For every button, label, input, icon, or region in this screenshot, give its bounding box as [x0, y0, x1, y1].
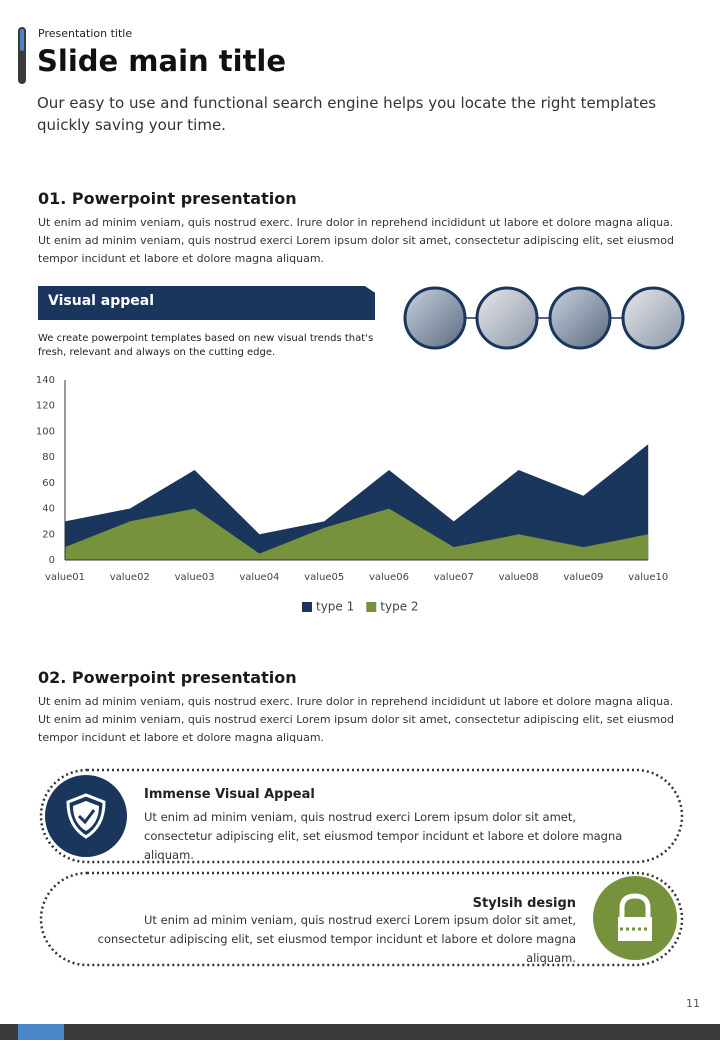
- banner-text: We create powerpoint templates based on …: [38, 333, 374, 358]
- y-tick-label: 80: [42, 452, 55, 463]
- footer-bar: [0, 1024, 720, 1040]
- y-tick-label: 100: [36, 426, 55, 437]
- x-tick-label: value10: [628, 572, 668, 583]
- y-tick-label: 60: [42, 478, 55, 489]
- x-tick-label: value04: [239, 572, 279, 583]
- x-tick-label: value08: [499, 572, 539, 583]
- card-title: Immense Visual Appeal: [144, 787, 315, 802]
- section-heading: 01. Powerpoint presentation: [38, 189, 297, 208]
- legend-label: type 2: [380, 600, 418, 614]
- subtitle: Our easy to use and functional search en…: [37, 94, 657, 134]
- x-tick-label: value06: [369, 572, 409, 583]
- section-body: Ut enim ad minim veniam, quis nostrud ex…: [38, 216, 674, 265]
- x-tick-label: value01: [45, 572, 85, 583]
- y-tick-label: 0: [49, 555, 55, 566]
- x-tick-label: value03: [175, 572, 215, 583]
- y-tick-label: 120: [36, 401, 55, 412]
- presentation-label: Presentation title: [38, 27, 133, 40]
- x-tick-label: value05: [304, 572, 344, 583]
- cards-frame: [39, 768, 684, 967]
- y-tick-label: 140: [36, 375, 55, 386]
- photo-row: [403, 286, 685, 350]
- section-body: Ut enim ad minim veniam, quis nostrud ex…: [38, 695, 674, 744]
- legend-label: type 1: [316, 600, 354, 614]
- section-heading: 02. Powerpoint presentation: [38, 668, 297, 687]
- title-accent-blue: [20, 29, 24, 51]
- title-accent: [18, 27, 26, 84]
- legend-swatch: [302, 602, 312, 612]
- footer-accent: [18, 1024, 64, 1040]
- area-chart: 0 20 40 60 80 100 120 140 value01 value02 value03 v…: [36, 375, 668, 614]
- card-text: Ut enim ad minim veniam, quis nostrud ex…: [144, 810, 623, 862]
- y-tick-label: 20: [42, 529, 55, 540]
- banner-title: Visual appeal: [48, 293, 155, 309]
- banner: [38, 286, 375, 320]
- x-tick-label: value09: [563, 572, 603, 583]
- area: [65, 508, 649, 560]
- y-tick-label: 40: [42, 504, 55, 515]
- card-title: Stylsih design: [472, 896, 576, 911]
- page-number: 11: [686, 997, 700, 1010]
- legend-swatch: [366, 602, 377, 612]
- x-tick-label: value02: [110, 572, 150, 583]
- x-tick-label: value07: [434, 572, 474, 583]
- main-title: Slide main title: [37, 44, 287, 78]
- card-text: Ut enim ad minim veniam, quis nostrud ex…: [97, 913, 576, 965]
